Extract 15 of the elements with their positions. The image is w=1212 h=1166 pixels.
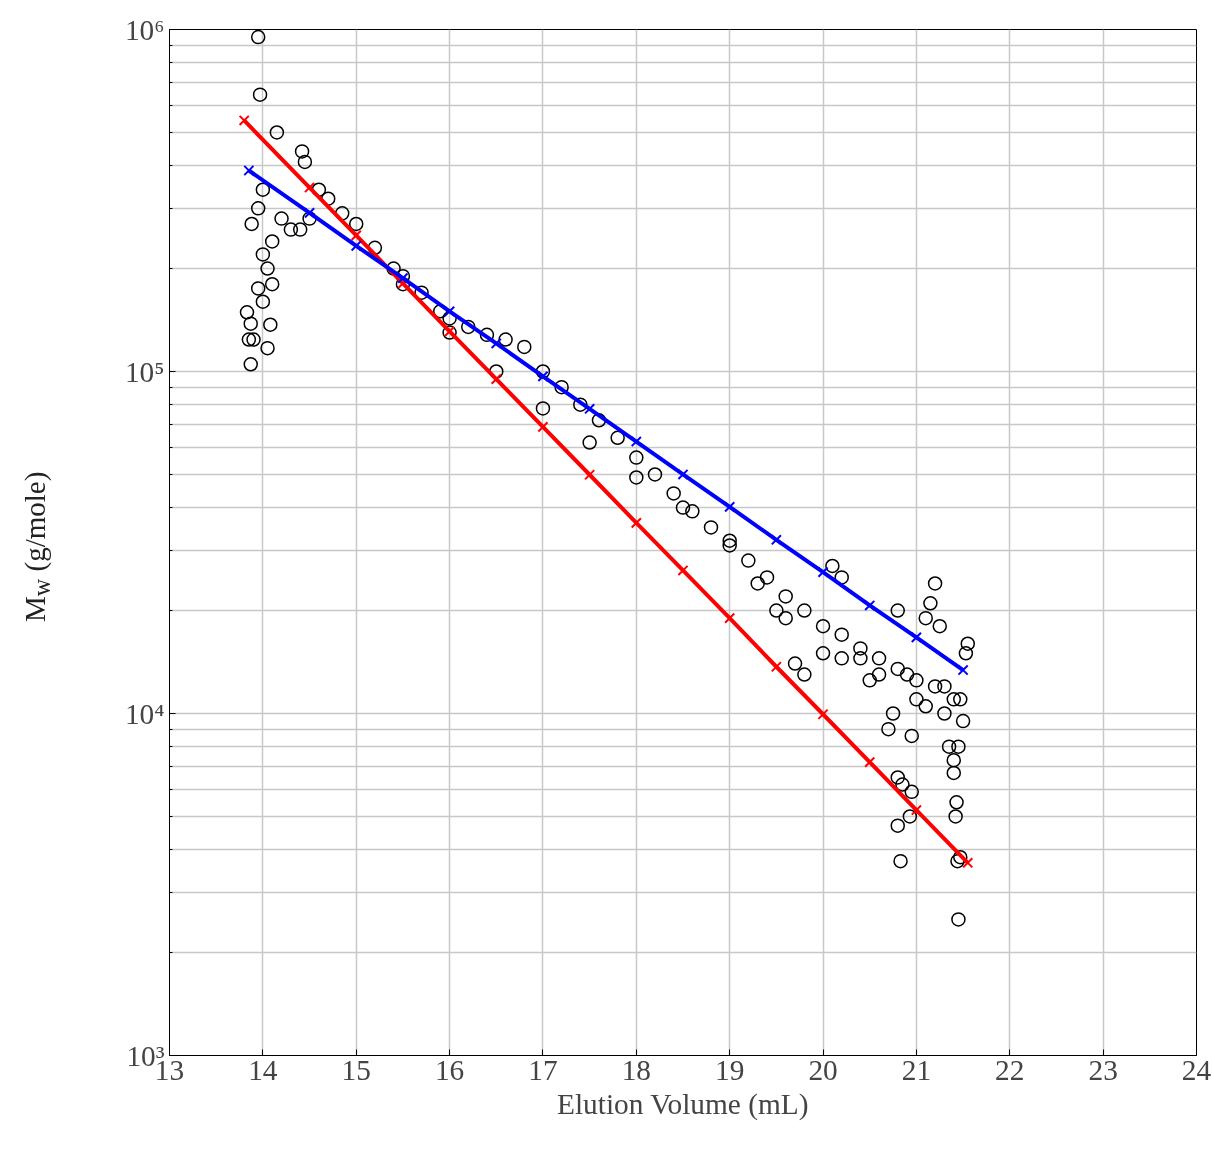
x-axis-title: Elution Volume (mL) (557, 1087, 809, 1121)
y-tick-label: 10⁶ (124, 13, 165, 46)
x-tick-label: 21 (901, 1053, 932, 1086)
y-tick-label: 10⁵ (124, 355, 165, 388)
x-tick-label: 19 (715, 1053, 745, 1086)
x-tick-label: 16 (434, 1053, 465, 1086)
x-tick-label: 15 (341, 1053, 371, 1086)
x-tick-label: 14 (248, 1053, 278, 1086)
x-tick-label: 17 (528, 1053, 558, 1086)
x-tick-label: 20 (808, 1053, 838, 1086)
x-tick-label: 18 (621, 1053, 651, 1086)
x-tick-label: 23 (1088, 1053, 1118, 1086)
x-tick-label: 22 (995, 1053, 1025, 1086)
y-tick-label: 10⁴ (124, 697, 165, 730)
x-tick-label: 24 (1181, 1053, 1212, 1086)
